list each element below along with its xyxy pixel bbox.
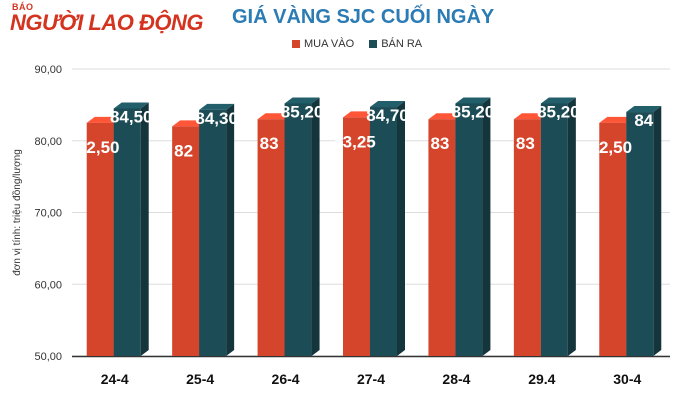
bar-buy	[86, 122, 114, 356]
bar-sell-top	[284, 97, 320, 104]
bar-sell-side	[226, 103, 235, 357]
legend-item-buy: MUA VÀO	[292, 38, 354, 50]
data-label-sell: 84,30	[195, 109, 238, 128]
bar-buy-top	[599, 116, 635, 123]
legend-label-sell: BÁN RA	[381, 38, 423, 51]
bar-buy	[513, 119, 541, 356]
data-label-sell: 84,70	[366, 106, 409, 125]
bar-sell	[113, 108, 141, 357]
y-tick-label: 80,00	[34, 136, 62, 148]
data-label-buy: 83	[516, 134, 535, 153]
logo-main-text: NGƯỜI LAO ĐỘNG	[10, 10, 204, 35]
chart-title: GIÁ VÀNG SJC CUỐI NGÀY	[232, 6, 495, 28]
bar-buy	[428, 119, 456, 356]
bar-sell-top	[455, 97, 491, 104]
data-label-sell: 85,20	[452, 102, 495, 121]
bar-sell-side	[311, 97, 320, 356]
bar-sell	[626, 112, 654, 356]
data-label-buy: 83,25	[333, 132, 376, 151]
x-tick-label: 30-4	[613, 371, 641, 387]
bar-sell	[199, 109, 227, 357]
data-label-buy: 83	[260, 134, 279, 153]
legend-label-buy: MUA VÀO	[304, 38, 355, 51]
bar-buy	[599, 122, 627, 356]
bar-sell	[540, 103, 568, 356]
logo: BÁO NGƯỜI LAO ĐỘNG	[10, 2, 204, 40]
bar-buy-top	[343, 111, 378, 118]
bar-sell-side	[653, 106, 662, 356]
x-tick-label: 24-4	[101, 371, 129, 387]
x-tick-label: 25-4	[186, 371, 214, 387]
data-label-buy: 82	[174, 141, 193, 160]
data-label-sell: 84	[634, 111, 653, 130]
bar-sell	[370, 107, 397, 356]
y-axis-title: đơn vị tính: triệu đồng/lượng	[11, 149, 23, 276]
data-label-buy: 82,50	[590, 138, 633, 157]
bar-sell-top	[626, 106, 662, 113]
bar-sell-side	[397, 101, 405, 356]
bar-buy	[172, 126, 200, 357]
bar-sell-side	[140, 102, 149, 357]
y-tick-label: 60,00	[34, 279, 62, 291]
bar-sell-top	[370, 101, 405, 108]
bar-sell-top	[540, 97, 576, 104]
bar-buy	[257, 119, 285, 356]
bar-buy-top	[428, 113, 464, 120]
x-tick-label: 28-4	[442, 371, 470, 387]
chart-legend: MUA VÀO BÁN RA	[292, 38, 434, 50]
data-label-sell: 84,50	[110, 107, 153, 126]
logo-small-text: BÁO	[12, 2, 34, 12]
y-tick-label: 90,00	[34, 64, 62, 76]
data-label-buy: 82,50	[77, 138, 120, 157]
legend-swatch-sell	[369, 40, 378, 49]
bar-buy	[343, 117, 370, 357]
x-tick-label: 29.4	[528, 371, 555, 387]
bar-sell	[284, 103, 312, 356]
data-label-sell: 85,20	[281, 102, 324, 121]
y-tick-label: 50,00	[34, 351, 62, 363]
bar-buy-top	[513, 113, 549, 120]
bar-sell-side	[567, 97, 576, 356]
legend-swatch-buy	[292, 40, 300, 49]
x-tick-label: 27-4	[357, 371, 385, 387]
bar-sell-top	[199, 103, 235, 110]
data-label-sell: 85,20	[537, 102, 580, 121]
x-tick-label: 26-4	[272, 371, 300, 387]
bar-sell	[455, 103, 483, 356]
bar-buy-top	[257, 113, 293, 120]
y-tick-label: 70,00	[34, 208, 62, 220]
bar-buy-top	[172, 120, 208, 127]
bar-sell-side	[482, 97, 491, 356]
bar-sell-top	[113, 102, 149, 109]
bar-buy-top	[86, 116, 122, 123]
legend-item-sell: BÁN RA	[369, 38, 422, 50]
data-label-buy: 83	[430, 134, 449, 153]
